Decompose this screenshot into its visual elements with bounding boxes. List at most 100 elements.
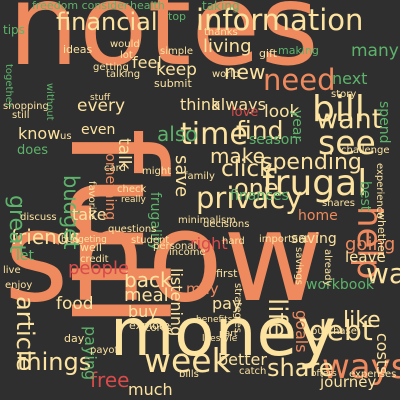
word-much: much (128, 380, 173, 399)
word-submit: submit (154, 77, 192, 90)
word-information: information (196, 3, 364, 37)
word-look: look (264, 102, 300, 122)
word-discuss: discuss (20, 212, 57, 223)
word-week: week (144, 341, 231, 380)
word-bill: bill (312, 89, 365, 130)
word-living: living (203, 36, 252, 57)
word-buy: buy (128, 302, 158, 321)
word-next: next (332, 69, 368, 88)
word-explore: explore (129, 319, 170, 332)
word-leave: leave (345, 248, 386, 266)
word-privacy: privacy (196, 181, 303, 215)
word-take: take (72, 205, 107, 224)
word-savings: savings (293, 247, 304, 285)
word-simple: simple (160, 46, 194, 57)
word-home: home (298, 208, 338, 224)
word-even: even (81, 122, 116, 138)
word-without: without (44, 83, 55, 121)
word-lifestyle: lifestyle (202, 334, 238, 344)
word-enjoy: enjoy (5, 280, 33, 291)
word-let: let (16, 248, 34, 264)
word-going: going (345, 234, 396, 255)
word-spending: spending (261, 150, 362, 175)
word-love: love (231, 105, 259, 120)
word-thanks: thanks (204, 27, 238, 38)
word-click: click (221, 156, 273, 182)
word-already: already (322, 249, 333, 287)
word-first: first (216, 267, 238, 280)
word-debt: debt (309, 314, 373, 347)
word-purchase: purchase (311, 326, 357, 337)
word-student: student (131, 235, 170, 246)
word-spend: spend (376, 101, 392, 144)
word-notes: notes (8, 0, 319, 91)
word-top: top (168, 10, 187, 23)
word-part: part (219, 329, 238, 339)
word-gift: gift (259, 47, 278, 60)
word-still: still (12, 110, 30, 121)
word-taking: taking (202, 0, 240, 13)
word-important: important (259, 234, 309, 245)
word-also: also (157, 122, 198, 146)
word-does: does (17, 143, 48, 158)
word-family: family (184, 171, 215, 182)
word-stuff: stuff (90, 93, 111, 103)
word-whether: whether (375, 211, 388, 257)
word-would: would (110, 39, 140, 50)
word-ideas: ideas (63, 43, 93, 56)
word-benefits: benefits (196, 315, 233, 325)
word-free: free (90, 368, 130, 392)
word-see: see (318, 123, 376, 162)
word-journey: journey (320, 373, 377, 391)
word-offers: offers (311, 369, 337, 379)
word-friends: friends (11, 225, 80, 249)
word-new: new (224, 60, 266, 84)
word-want: want (316, 104, 383, 135)
word-might: might (142, 166, 172, 177)
word-like: like (343, 308, 381, 333)
word-something: something (102, 146, 118, 221)
word-right: right (190, 234, 228, 253)
word-making: making (278, 44, 319, 57)
word-live: live (3, 265, 21, 276)
word-feel: feel (132, 53, 162, 72)
word-strategies: strategies (232, 283, 243, 333)
word-card: card (104, 163, 126, 174)
word-health: health (130, 0, 165, 12)
word-things: things (17, 348, 92, 376)
word-think: think (180, 95, 221, 114)
word-payoff: payoff (90, 345, 122, 356)
word-ways: ways (322, 347, 400, 387)
word-hard: hard (222, 236, 245, 247)
word-share: share (267, 354, 334, 382)
word-show: show (4, 186, 325, 330)
word-budgeting: budgeting (61, 235, 107, 245)
word-money: money (110, 294, 337, 371)
word-story: story (331, 89, 357, 100)
word-getting: getting (93, 62, 129, 73)
word-back: back (124, 268, 172, 292)
word-time: time (180, 117, 248, 152)
word-financial: financial (56, 8, 158, 36)
word-life: life (262, 298, 292, 338)
word-keep: keep (156, 60, 197, 80)
word-catch: catch (239, 366, 267, 377)
word-day: day (64, 332, 85, 345)
word-finances: finances (230, 188, 289, 204)
word-saving: saving (291, 231, 337, 247)
word-really: really (121, 195, 146, 205)
word-bills: bills (179, 369, 199, 380)
word-cores: cores (145, 323, 172, 334)
word-many: many (351, 41, 399, 61)
word-make: make (210, 144, 265, 168)
word-need: need (263, 63, 336, 97)
word-lot: lot (120, 50, 133, 61)
word-goals: goals (292, 310, 311, 353)
word-year: year (289, 110, 305, 142)
word-us: us (60, 131, 72, 142)
word-best: best (357, 181, 373, 212)
word-personal: personal (153, 241, 197, 252)
word-pay: pay (212, 294, 242, 313)
word-challenge: challenge (341, 145, 390, 156)
